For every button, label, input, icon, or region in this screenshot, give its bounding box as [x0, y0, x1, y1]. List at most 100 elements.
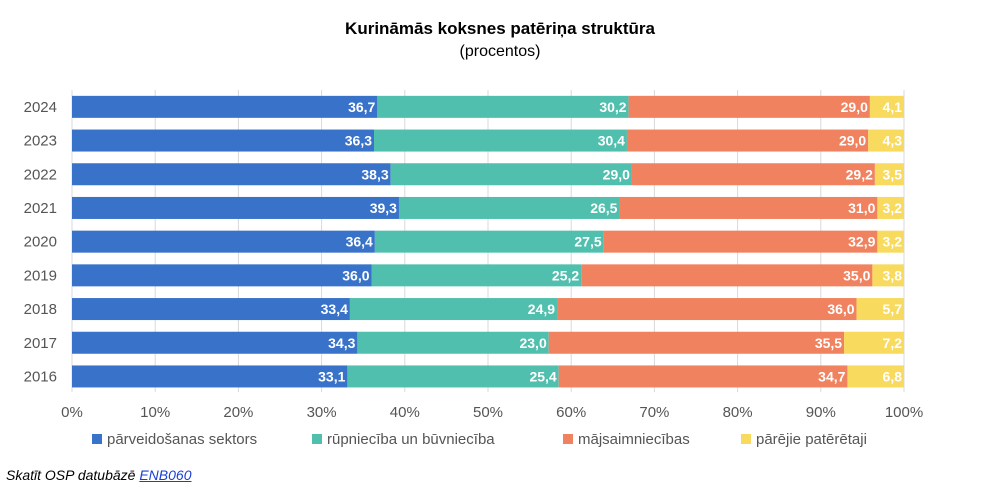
bar-segment: [874, 163, 904, 186]
data-label: 3,2: [883, 234, 903, 250]
data-label: 24,9: [528, 301, 555, 317]
x-axis-labels: 0% 10% 20% 30% 40% 50% 60% 70% 80% 90% 100%: [61, 404, 923, 421]
bar-segment: [349, 298, 558, 321]
data-label: 4,1: [883, 99, 903, 115]
data-label: 36,0: [827, 301, 854, 317]
bar-segment: [877, 196, 904, 219]
y-tick-label: 2016: [24, 368, 57, 385]
data-labels: 36,7 30,2 29,0 4,1 36,3 30,4 29,0 4,3 38,3 29,0 29…: [318, 99, 902, 385]
y-tick-label: 2020: [24, 234, 57, 251]
x-tick-label: 40%: [390, 404, 420, 421]
legend-label: pārveidošanas sektors: [107, 431, 257, 448]
bar-segment: [619, 196, 878, 219]
y-tick-label: 2019: [24, 267, 57, 284]
data-label: 29,2: [846, 166, 873, 182]
data-label: 23,0: [519, 335, 546, 351]
bar-segment: [844, 331, 904, 354]
data-label: 34,3: [328, 335, 355, 351]
legend-label: pārējie patērētaji: [756, 431, 867, 448]
data-label: 25,4: [529, 368, 556, 384]
bar-segment: [631, 163, 875, 186]
source-prefix: Skatīt OSP datubāzē: [6, 467, 140, 483]
bar-segment: [626, 129, 869, 152]
data-label: 29,0: [839, 133, 866, 149]
bar-segment: [72, 365, 348, 388]
source-link[interactable]: ENB060: [139, 467, 192, 483]
x-tick-label: 10%: [140, 404, 170, 421]
source-note: Skatīt OSP datubāzē ENB060: [6, 467, 192, 483]
data-label: 38,3: [361, 166, 388, 182]
x-tick-label: 90%: [806, 404, 836, 421]
legend-swatch: [741, 434, 751, 444]
y-tick-label: 2018: [24, 301, 57, 318]
bar-segment: [856, 298, 904, 321]
bar-segment: [868, 129, 904, 152]
bar-segments: [72, 95, 904, 388]
data-label: 36,7: [348, 99, 375, 115]
x-tick-label: 60%: [556, 404, 586, 421]
data-label: 29,0: [841, 99, 868, 115]
bar-segment: [357, 331, 549, 354]
x-tick-label: 50%: [473, 404, 503, 421]
data-label: 35,0: [843, 267, 870, 283]
x-tick-label: 30%: [307, 404, 337, 421]
data-label: 33,4: [321, 301, 348, 317]
data-label: 31,0: [848, 200, 875, 216]
x-tick-label: 0%: [61, 404, 83, 421]
bar-segment: [371, 264, 582, 287]
bar-segment: [374, 230, 604, 253]
data-label: 25,2: [552, 267, 579, 283]
data-label: 3,2: [883, 200, 903, 216]
legend-label: mājsaimniecības: [578, 431, 690, 448]
bar-segment: [558, 365, 848, 388]
data-label: 33,1: [318, 368, 345, 384]
bar-segment: [72, 331, 358, 354]
y-tick-label: 2021: [24, 200, 57, 217]
bar-segment: [72, 264, 372, 287]
data-label: 4,3: [883, 133, 903, 149]
bar-segment: [872, 264, 904, 287]
y-tick-label: 2023: [24, 133, 57, 150]
data-label: 34,7: [818, 368, 845, 384]
bar-segment: [72, 230, 375, 253]
x-tick-label: 20%: [223, 404, 253, 421]
x-tick-label: 70%: [639, 404, 669, 421]
data-label: 29,0: [603, 166, 630, 182]
data-label: 36,0: [342, 267, 369, 283]
data-label: 6,8: [883, 368, 903, 384]
y-tick-label: 2017: [24, 335, 57, 352]
data-label: 27,5: [574, 234, 601, 250]
chart-title: Kurināmās koksnes patēriņa struktūra: [345, 19, 655, 38]
bar-segment: [557, 298, 857, 321]
bar-segment: [869, 95, 904, 118]
chart-subtitle: (procentos): [459, 43, 541, 60]
bar-segment: [72, 129, 375, 152]
data-label: 39,3: [370, 200, 397, 216]
bar-segment: [347, 365, 559, 388]
legend-swatch: [92, 434, 102, 444]
bar-segment: [72, 196, 399, 219]
legend-label: rūpniecība un būvniecība: [327, 431, 495, 448]
bar-segment: [581, 264, 873, 287]
bar-segment: [72, 95, 378, 118]
bar-segment: [377, 95, 629, 118]
data-label: 30,2: [599, 99, 626, 115]
legend: pārveidošanas sektors rūpniecība un būvni…: [92, 431, 867, 448]
bar-segment: [847, 365, 904, 388]
data-label: 5,7: [883, 301, 903, 317]
y-tick-label: 2024: [24, 99, 57, 116]
bar-segment: [72, 163, 391, 186]
data-label: 35,5: [815, 335, 842, 351]
data-label: 3,5: [883, 166, 903, 182]
legend-swatch: [563, 434, 573, 444]
bar-segment: [390, 163, 632, 186]
data-label: 3,8: [883, 267, 903, 283]
legend-swatch: [312, 434, 322, 444]
bar-segment: [398, 196, 620, 219]
bar-segment: [72, 298, 350, 321]
data-label: 32,9: [848, 234, 875, 250]
data-label: 26,5: [590, 200, 617, 216]
bar-segment: [548, 331, 845, 354]
data-label: 7,2: [883, 335, 903, 351]
